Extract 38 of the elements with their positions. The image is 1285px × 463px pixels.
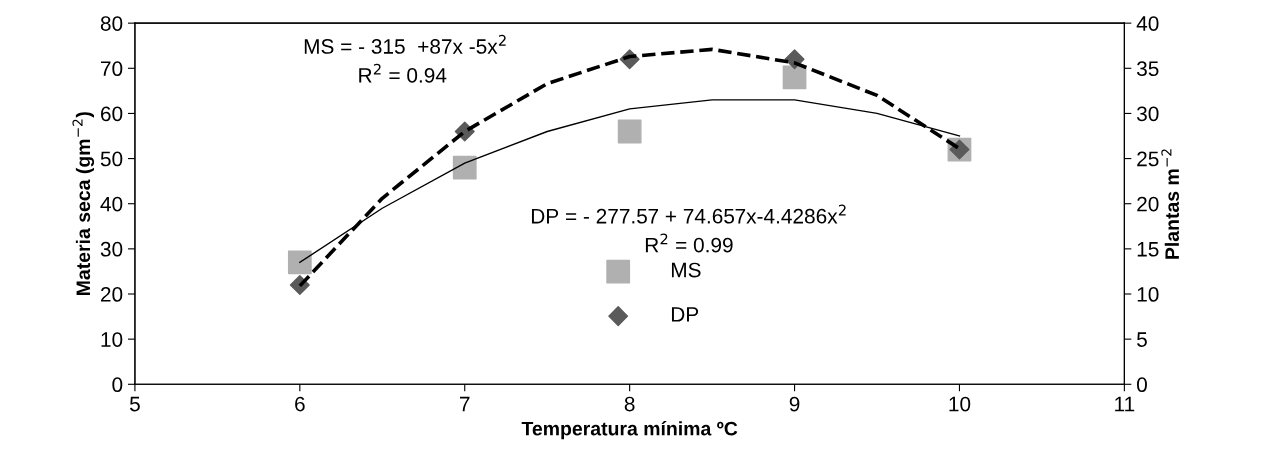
x-axis-title: Temperatura mínima ºC (521, 421, 738, 440)
y2-tick-label: 10 (1137, 287, 1159, 302)
annotation: MS = - 315 +87x -5x$^{2}$ (304, 34, 506, 54)
point (452, 155, 477, 180)
x-tick-label: 11 (1115, 396, 1135, 412)
y2-tick-label: 40 (1136, 16, 1159, 31)
point (287, 250, 312, 275)
y-tick-label: 80 (100, 16, 123, 31)
y2-tick-label: 5 (1137, 332, 1147, 347)
legend-label: DP (671, 307, 699, 322)
annotation: DP = - 277.57 + 74.657x-4.4286x$^{2}$ (531, 204, 846, 224)
point (617, 119, 642, 144)
x-tick-label: 6 (295, 396, 305, 412)
annotation: R$^{2}$ = 0.94 (359, 63, 447, 83)
point (782, 65, 807, 90)
y2-axis-title: Plantas m$^{−2}$ (1161, 149, 1180, 259)
y2-tick-label: 20 (1137, 196, 1159, 212)
y2-tick-label: 0 (1136, 377, 1147, 393)
y-tick-label: 60 (101, 106, 123, 122)
x-tick-label: 8 (624, 396, 635, 412)
y-tick-label: 0 (112, 377, 123, 393)
y-axis-title: Materia seca (gm$^{−2}$) (72, 112, 95, 295)
x-tick-label: 5 (129, 396, 140, 412)
y2-tick-label: 35 (1136, 61, 1159, 77)
x-tick-label: 9 (789, 396, 800, 412)
y-tick-label: 30 (100, 241, 123, 257)
y2-tick-label: 15 (1137, 242, 1159, 257)
y-tick-label: 50 (100, 151, 123, 167)
legend-label: MS (671, 262, 701, 278)
y-tick-label: 10 (101, 332, 123, 347)
y-tick-label: 20 (101, 287, 123, 302)
y2-tick-label: 30 (1136, 106, 1159, 122)
x-tick-label: 10 (949, 396, 971, 412)
y-tick-label: 70 (101, 61, 123, 77)
annotation: R$^{2}$ = 0.99 (645, 233, 733, 253)
x-tick-label: 7 (460, 396, 470, 412)
y2-tick-label: 25 (1137, 151, 1159, 167)
y-tick-label: 40 (100, 196, 123, 212)
